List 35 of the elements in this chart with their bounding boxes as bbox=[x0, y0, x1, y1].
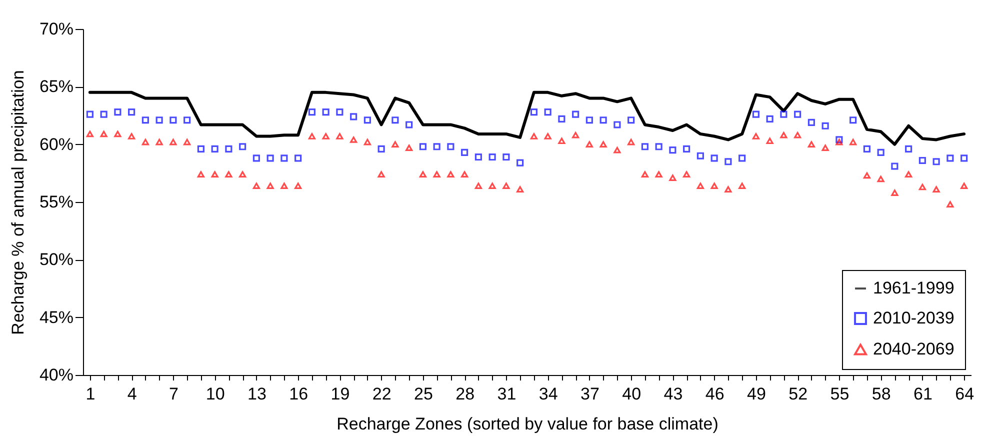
y-tick-label: 70% bbox=[39, 20, 74, 38]
y-tick-label: 45% bbox=[39, 308, 74, 327]
x-tick-label: 40 bbox=[622, 384, 642, 404]
x-tick-label: 46 bbox=[705, 384, 724, 404]
x-tick-label: 58 bbox=[872, 384, 891, 404]
legend-label: 1961-1999 bbox=[873, 278, 954, 298]
y-tick-label: 55% bbox=[39, 192, 74, 212]
x-tick-label: 16 bbox=[289, 384, 308, 404]
x-tick-label: 43 bbox=[664, 384, 683, 404]
x-tick-label: 31 bbox=[497, 384, 516, 404]
x-tick-label: 64 bbox=[955, 384, 974, 404]
y-tick-label: 65% bbox=[39, 77, 74, 96]
x-tick-label: 52 bbox=[788, 384, 808, 404]
x-axis-title: Recharge Zones (sorted by value for base climate) bbox=[336, 414, 718, 434]
x-tick-label: 49 bbox=[746, 384, 766, 404]
x-tick-label: 13 bbox=[247, 384, 266, 404]
x-tick-label: 1 bbox=[86, 384, 96, 404]
x-tick-label: 28 bbox=[456, 384, 475, 404]
y-axis-title: Recharge % of annual precipitation bbox=[8, 70, 28, 335]
x-tick-label: 55 bbox=[830, 384, 850, 404]
x-tick-label: 4 bbox=[127, 384, 137, 404]
x-tick-label: 7 bbox=[168, 384, 178, 404]
x-tick-label: 22 bbox=[372, 384, 392, 404]
y-tick-label: 40% bbox=[39, 366, 74, 384]
legend-label: 2040-2069 bbox=[873, 340, 954, 358]
x-tick-label: 34 bbox=[538, 384, 558, 404]
x-tick-label: 37 bbox=[580, 384, 600, 404]
x-tick-label: 61 bbox=[913, 384, 932, 404]
legend-label: 2010-2039 bbox=[873, 308, 954, 328]
y-tick-label: 60% bbox=[39, 134, 74, 154]
y-tick-label: 50% bbox=[39, 250, 74, 270]
x-tick-label: 19 bbox=[330, 384, 350, 404]
line-series bbox=[88, 90, 966, 146]
x-tick-label: 10 bbox=[206, 384, 225, 404]
x-tick-label: 25 bbox=[414, 384, 433, 404]
